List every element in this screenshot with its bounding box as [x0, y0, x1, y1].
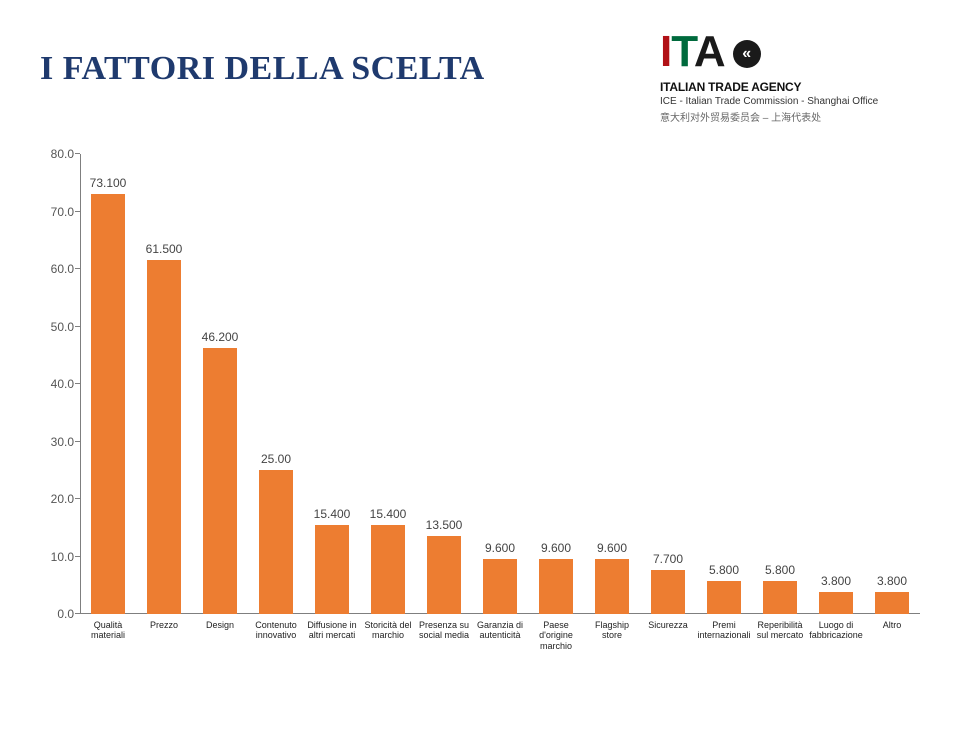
y-tick-label: 10.0	[51, 550, 74, 564]
logo-letter-a: A	[694, 27, 725, 76]
y-tick-label: 40.0	[51, 377, 74, 391]
x-labels-container: Qualità materialiPrezzoDesignContenuto i…	[80, 616, 920, 674]
bar-rect	[483, 559, 517, 614]
x-category-label: Paese d'origine marchio	[528, 616, 584, 674]
x-category-label: Prezzo	[136, 616, 192, 674]
y-tick-label: 50.0	[51, 320, 74, 334]
x-category-label: Flagship store	[584, 616, 640, 674]
logo-letter-t: T	[671, 27, 694, 76]
bar-column: 5.800	[752, 154, 808, 614]
bar-value-label: 7.700	[640, 552, 696, 566]
bar-value-label: 5.800	[696, 563, 752, 577]
x-category-label: Luogo di fabbricazione	[808, 616, 864, 674]
x-category-label: Contenuto innovativo	[248, 616, 304, 674]
ita-logo: ITA « ITALIAN TRADE AGENCY ICE - Italian…	[660, 30, 920, 124]
bar-value-label: 73.100	[80, 176, 136, 190]
bar-value-label: 3.800	[808, 574, 864, 588]
bar-rect	[203, 348, 237, 614]
bar-rect	[91, 194, 125, 614]
bar-value-label: 9.600	[472, 541, 528, 555]
bar-rect	[427, 536, 461, 614]
bar-value-label: 25.00	[248, 452, 304, 466]
bar-column: 9.600	[528, 154, 584, 614]
bar-column: 61.500	[136, 154, 192, 614]
bar-rect	[819, 592, 853, 614]
y-axis: 0.010.020.030.040.050.060.070.080.0	[40, 154, 80, 614]
bar-rect	[595, 559, 629, 614]
bar-rect	[371, 525, 405, 614]
slide-title: I FATTORI DELLA SCELTA	[40, 50, 485, 88]
logo-letter-i: I	[660, 27, 671, 76]
x-category-label: Altro	[864, 616, 920, 674]
x-category-label: Sicurezza	[640, 616, 696, 674]
bar-value-label: 61.500	[136, 242, 192, 256]
x-category-label: Diffusione in altri mercati	[304, 616, 360, 674]
bar-column: 3.800	[808, 154, 864, 614]
bar-value-label: 3.800	[864, 574, 920, 588]
bar-value-label: 46.200	[192, 330, 248, 344]
bar-value-label: 9.600	[584, 541, 640, 555]
bar-column: 9.600	[584, 154, 640, 614]
bar-rect	[539, 559, 573, 614]
y-tick-label: 20.0	[51, 492, 74, 506]
bar-value-label: 13.500	[416, 518, 472, 532]
bar-column: 5.800	[696, 154, 752, 614]
y-tick-label: 70.0	[51, 205, 74, 219]
bar-rect	[315, 525, 349, 614]
bar-chart: 0.010.020.030.040.050.060.070.080.0 73.1…	[40, 154, 920, 674]
bar-value-label: 5.800	[752, 563, 808, 577]
bar-rect	[707, 581, 741, 614]
bar-column: 3.800	[864, 154, 920, 614]
x-category-label: Presenza su social media	[416, 616, 472, 674]
y-tick-label: 0.0	[57, 607, 74, 621]
logo-line1: ITALIAN TRADE AGENCY	[660, 80, 920, 94]
bars-container: 73.10061.50046.20025.0015.40015.40013.50…	[80, 154, 920, 614]
bar-rect	[259, 470, 293, 614]
bar-column: 7.700	[640, 154, 696, 614]
y-tick-label: 80.0	[51, 147, 74, 161]
y-tick-label: 30.0	[51, 435, 74, 449]
logo-line2: ICE - Italian Trade Commission - Shangha…	[660, 96, 920, 107]
bar-value-label: 15.400	[304, 507, 360, 521]
x-category-label: Design	[192, 616, 248, 674]
bar-value-label: 15.400	[360, 507, 416, 521]
bar-rect	[763, 581, 797, 614]
y-tick-label: 60.0	[51, 262, 74, 276]
x-category-label: Storicità del marchio	[360, 616, 416, 674]
bar-column: 9.600	[472, 154, 528, 614]
bar-column: 46.200	[192, 154, 248, 614]
bar-column: 25.00	[248, 154, 304, 614]
bar-column: 15.400	[360, 154, 416, 614]
logo-line3: 意大利对外贸易委员会 – 上海代表处	[660, 109, 920, 124]
bar-rect	[147, 260, 181, 614]
bar-column: 73.100	[80, 154, 136, 614]
bar-rect	[875, 592, 909, 614]
x-category-label: Qualità materiali	[80, 616, 136, 674]
bar-column: 15.400	[304, 154, 360, 614]
x-category-label: Premi internazionali	[696, 616, 752, 674]
bar-column: 13.500	[416, 154, 472, 614]
bar-rect	[651, 570, 685, 614]
logo-glyph-icon: «	[733, 40, 761, 68]
bar-value-label: 9.600	[528, 541, 584, 555]
x-category-label: Reperibilità sul mercato	[752, 616, 808, 674]
x-category-label: Garanzia di autenticità	[472, 616, 528, 674]
